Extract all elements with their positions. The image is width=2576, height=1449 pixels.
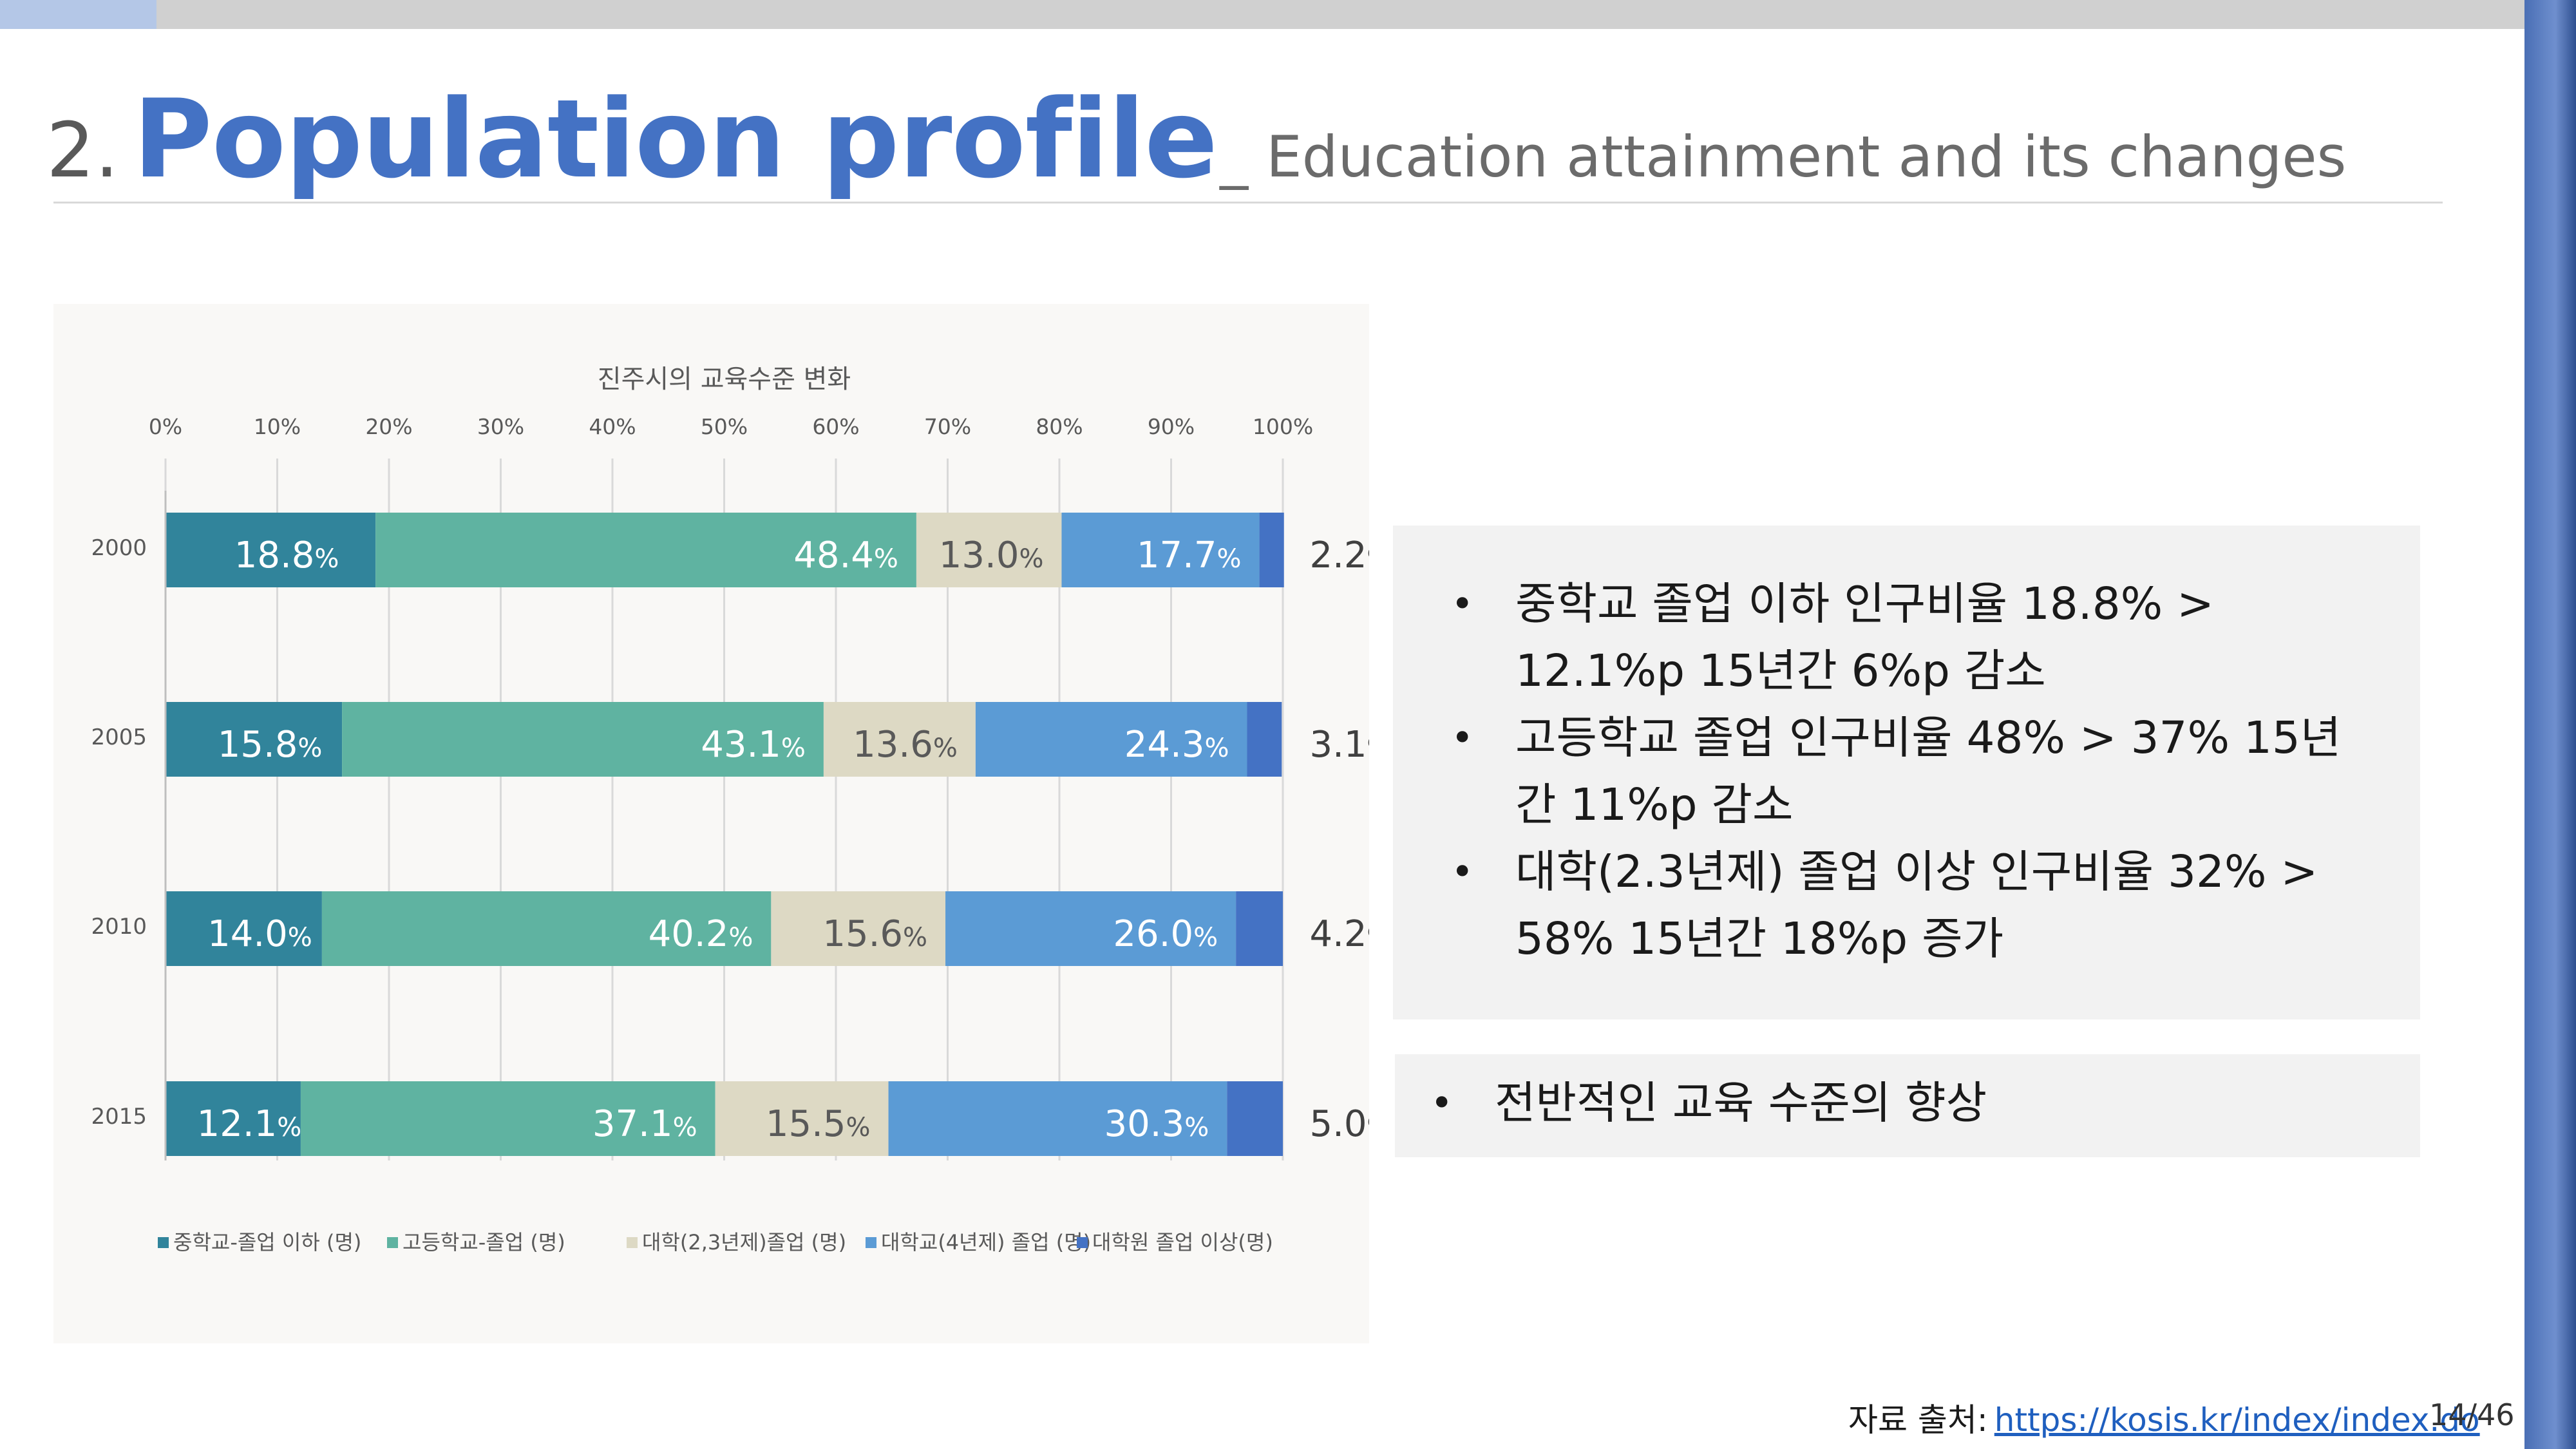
finding-item: • 고등학교 졸업 인구비율 48% > 37% 15년간 11%p 감소: [1451, 705, 2378, 838]
bar-segment: [300, 1081, 715, 1156]
category-label: 2010: [91, 914, 147, 940]
finding-item: • 대학(2.3년제) 졸업 이상 인구비율 32% > 58% 15년간 18%…: [1451, 838, 2378, 972]
x-tick-label: 90%: [1148, 414, 1195, 439]
data-label: 15.8%: [218, 724, 323, 766]
slide-title: 2. Population profile _ Education attain…: [46, 76, 2346, 205]
data-label: 40.2%: [649, 913, 753, 955]
title-main: Population profile: [133, 76, 1218, 202]
bar-segment: [888, 1081, 1227, 1156]
finding-text: 고등학교 졸업 인구비율 48% > 37% 15년간 11%p 감소: [1515, 712, 2342, 831]
data-label: 43.1%: [701, 724, 806, 766]
x-tick-label: 50%: [701, 414, 748, 439]
bar-segment: [1061, 513, 1260, 587]
bar-segment: [166, 891, 322, 966]
data-label: 17.7%: [1137, 535, 1242, 576]
summary-box: • 전반적인 교육 수준의 향상: [1395, 1054, 2420, 1157]
bar-segment: [166, 1081, 301, 1156]
data-label: 30.3%: [1104, 1103, 1209, 1145]
title-number: 2.: [46, 106, 119, 194]
source-link[interactable]: https://kosis.kr/index/index.do: [1994, 1401, 2480, 1439]
bullet-dot-icon: •: [1451, 715, 1474, 761]
data-label: 4.2%: [1309, 913, 1369, 955]
bar-segment: [375, 513, 916, 587]
data-label: 3.1%: [1309, 724, 1369, 766]
x-tick-label: 70%: [924, 414, 971, 439]
x-tick-label: 40%: [589, 414, 636, 439]
findings-box: • 중학교 졸업 이하 인구비율 18.8% > 12.1%p 15년간 6%p …: [1393, 526, 2420, 1019]
legend-swatch: [866, 1237, 876, 1248]
data-label: 15.5%: [766, 1103, 871, 1145]
legend-label: 고등학교-졸업 (명): [402, 1230, 565, 1255]
data-label: 13.0%: [939, 535, 1044, 576]
legend-swatch: [158, 1237, 169, 1248]
legend-swatch: [627, 1237, 638, 1248]
category-label: 2005: [91, 724, 147, 750]
x-tick-label: 20%: [365, 414, 412, 439]
legend-label: 중학교-졸업 이하 (명): [173, 1230, 361, 1255]
legend-label: 대학원 졸업 이상(명): [1092, 1230, 1273, 1255]
bar-segment: [916, 513, 1062, 587]
legend-swatch: [1077, 1237, 1088, 1248]
category-label: 2015: [91, 1104, 147, 1130]
title-divider: [53, 202, 2443, 204]
x-tick-label: 100%: [1253, 414, 1313, 439]
bar-segment: [166, 702, 343, 777]
bar-segment: [1247, 702, 1282, 777]
data-label: 26.0%: [1113, 913, 1218, 955]
right-accent-bar: [2524, 0, 2576, 1449]
stacked-bar-chart: 진주시의 교육수준 변화 0% 10% 20% 30% 40% 50% 60% 70% 80% 90…: [91, 365, 1369, 1255]
data-label: 48.4%: [793, 535, 898, 576]
bar-segment: [166, 513, 376, 587]
bar-segment: [715, 1081, 889, 1156]
x-tick-label: 10%: [254, 414, 301, 439]
bar-segment: [1236, 891, 1283, 966]
bar-segment: [342, 702, 824, 777]
data-label: 24.3%: [1124, 724, 1229, 766]
bar-segment: [823, 702, 976, 777]
legend-label: 대학교(4년제) 졸업 (명): [881, 1230, 1091, 1255]
source-credit: 자료 출처: https://kosis.kr/index/index.do: [1848, 1394, 2480, 1441]
legend-label: 대학(2,3년제)졸업 (명): [642, 1230, 846, 1255]
summary-text: 전반적인 교육 수준의 향상: [1495, 1077, 1987, 1129]
data-label: 14.0%: [207, 913, 312, 955]
data-label: 15.6%: [822, 913, 927, 955]
bar-segment: [1227, 1081, 1283, 1156]
top-accent-bar: [0, 0, 156, 29]
data-label: 5.0%: [1309, 1103, 1369, 1145]
data-label: 18.8%: [234, 535, 339, 576]
finding-text: 중학교 졸업 이하 인구비율 18.8% > 12.1%p 15년간 6%p 감…: [1515, 578, 2214, 697]
summary-item: • 전반적인 교육 수준의 향상: [1430, 1070, 2383, 1137]
data-label: 13.6%: [853, 724, 958, 766]
bullet-dot-icon: •: [1451, 582, 1474, 627]
title-subtitle: _ Education attainment and its changes: [1220, 124, 2347, 190]
x-tick-label: 60%: [812, 414, 859, 439]
bar-segment: [945, 891, 1236, 966]
category-label: 2000: [91, 535, 147, 561]
bar-segment: [321, 891, 772, 966]
x-tick-label: 30%: [477, 414, 524, 439]
bar-segment: [1259, 513, 1284, 587]
bullet-dot-icon: •: [1430, 1081, 1454, 1126]
bar-segment: [975, 702, 1247, 777]
top-bar: [0, 0, 2524, 29]
data-label: 37.1%: [592, 1103, 697, 1145]
x-tick-label: 0%: [149, 414, 182, 439]
data-label: 2.2%: [1309, 535, 1369, 576]
bar-segment: [771, 891, 946, 966]
page-number: 14/46: [2429, 1397, 2515, 1432]
data-label: 12.1%: [197, 1103, 302, 1145]
finding-text: 대학(2.3년제) 졸업 이상 인구비율 32% > 58% 15년간 18%p…: [1515, 846, 2318, 965]
chart-panel: 진주시의 교육수준 변화 0% 10% 20% 30% 40% 50% 60% 70% 80% 90…: [53, 304, 1369, 1343]
chart-title: 진주시의 교육수준 변화: [598, 365, 851, 394]
legend-swatch: [387, 1237, 398, 1248]
bullet-dot-icon: •: [1451, 849, 1474, 895]
source-label: 자료 출처:: [1848, 1401, 1988, 1439]
finding-item: • 중학교 졸업 이하 인구비율 18.8% > 12.1%p 15년간 6%p …: [1451, 571, 2378, 705]
x-tick-label: 80%: [1036, 414, 1083, 439]
